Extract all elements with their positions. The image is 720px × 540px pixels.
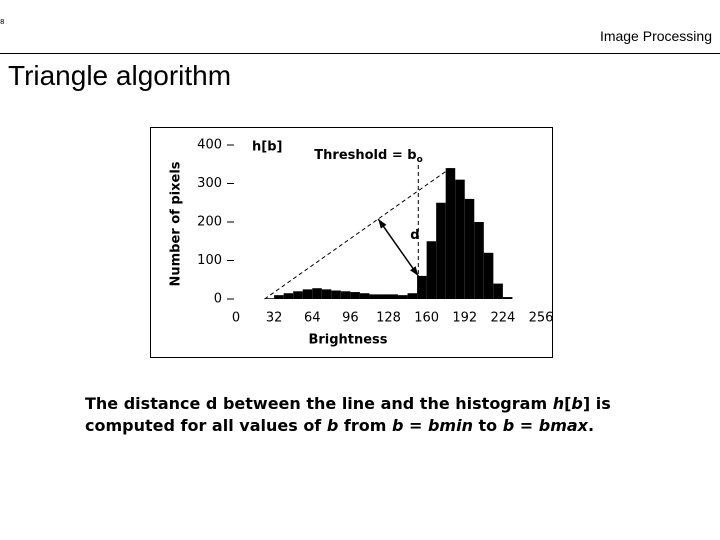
bar (331, 290, 341, 299)
distance-label: d (410, 228, 419, 243)
bar (407, 293, 418, 299)
caption-segment: [ (564, 394, 572, 413)
page-number: 8 (0, 18, 5, 26)
caption-segment: b (502, 416, 515, 435)
bar (302, 289, 313, 299)
x-tick-label: 96 (342, 311, 359, 326)
bar (340, 291, 351, 299)
bar (464, 198, 475, 299)
caption-segment: bmax (538, 416, 588, 435)
chart: Brightness Number of pixels 0 100 200 300 40… (150, 127, 553, 358)
x-tick-label: 64 (304, 311, 321, 326)
bar (350, 292, 360, 299)
y-tick-label: 400 (197, 138, 222, 153)
distance-arrow (377, 218, 419, 277)
caption-segment: to (472, 416, 503, 435)
caption-segment: = (514, 416, 539, 435)
caption-segment: from (338, 416, 392, 435)
header: Image Processing (599, 28, 712, 44)
caption-segment: bmin (427, 416, 473, 435)
header-rule (0, 53, 720, 54)
caption-segment: h (552, 394, 565, 413)
y-tick-label: 0 (214, 292, 222, 307)
triangle-line (264, 167, 451, 300)
bar (483, 252, 494, 299)
threshold-text: Threshold = b (314, 148, 416, 163)
x-tick-label: 32 (266, 311, 283, 326)
y-tick-label: 200 (197, 215, 222, 230)
bar (378, 294, 389, 299)
x-tick-label: 160 (414, 311, 439, 326)
bar (388, 294, 399, 299)
caption-segment: = (403, 416, 428, 435)
bar (398, 295, 408, 299)
caption-segment: b (326, 416, 339, 435)
x-axis-label: Brightness (308, 333, 387, 348)
bar (274, 295, 284, 299)
caption-segment: . (587, 416, 595, 435)
caption: The distance d between the line and the … (85, 393, 670, 437)
bar (312, 288, 322, 299)
bar (502, 297, 513, 299)
x-tick-label: 0 (232, 311, 240, 326)
caption-segment: b (571, 394, 583, 413)
bar (455, 179, 465, 299)
bar (426, 241, 437, 299)
series-label: h[b] (252, 140, 282, 155)
x-tick-label: 256 (529, 311, 553, 326)
arrow-head (378, 218, 387, 229)
chart-frame (150, 127, 553, 358)
caption-segment: b (391, 416, 404, 435)
y-axis-label: Number of pixels (169, 161, 184, 286)
x-tick-label: 224 (490, 311, 515, 326)
bar (474, 222, 484, 299)
caption-segment: ] is computed for all values of (85, 394, 611, 435)
y-tick-label: 300 (197, 176, 222, 191)
bar (445, 168, 456, 299)
threshold-label: Threshold = bo (314, 148, 422, 165)
x-tick-label: 128 (376, 311, 401, 326)
bar (321, 289, 332, 299)
threshold-subscript: o (417, 155, 423, 165)
bar (369, 294, 379, 299)
arrow-head (410, 266, 419, 276)
x-tick-label: 192 (452, 311, 477, 326)
bar (264, 298, 275, 299)
bar (436, 202, 446, 299)
y-tick-label: 100 (197, 253, 222, 268)
bar (283, 293, 294, 299)
slide-title: Triangle algorithm (8, 60, 232, 91)
bar (359, 293, 370, 299)
bar (493, 283, 503, 299)
bar (293, 291, 303, 299)
caption-segment: The distance d between the line and the … (85, 394, 553, 413)
bar (417, 275, 427, 299)
